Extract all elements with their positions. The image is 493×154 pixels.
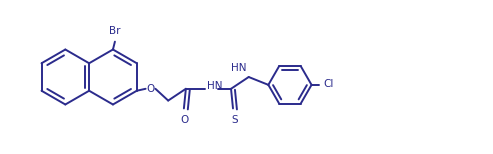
Text: O: O bbox=[146, 84, 155, 94]
Text: S: S bbox=[232, 115, 238, 125]
Text: O: O bbox=[181, 115, 189, 125]
Text: Cl: Cl bbox=[323, 79, 334, 89]
Text: HN: HN bbox=[231, 63, 246, 73]
Text: Br: Br bbox=[109, 26, 121, 36]
Text: HN: HN bbox=[208, 81, 223, 91]
